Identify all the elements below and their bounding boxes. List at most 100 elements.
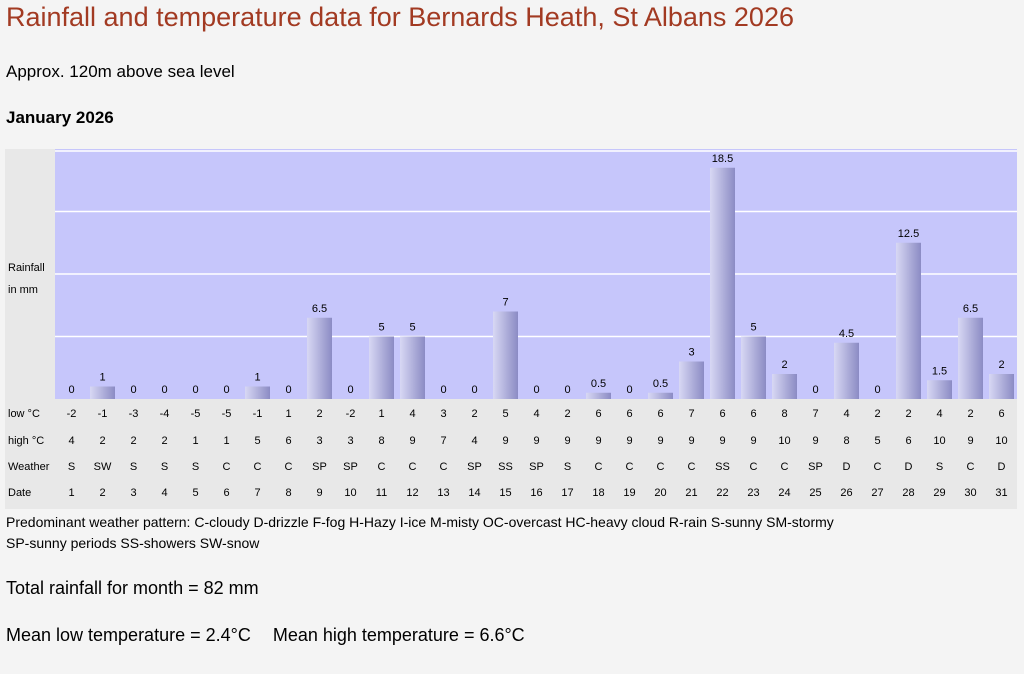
- high-temp-cell: 4: [471, 435, 478, 447]
- weather-cell: C: [222, 461, 231, 473]
- weather-cell: C: [253, 461, 262, 473]
- low-temp-cell: -4: [159, 408, 170, 420]
- date-cell: 30: [964, 487, 977, 499]
- high-temp-cell: 9: [750, 435, 757, 447]
- low-temp-cell: 2: [471, 408, 478, 420]
- rainfall-bar: [896, 242, 921, 399]
- weather-cell: S: [563, 461, 572, 473]
- weather-cell: SP: [529, 461, 544, 473]
- rainfall-bar: [927, 380, 952, 399]
- date-cell: 24: [778, 487, 791, 499]
- bar-value-label: 5: [378, 322, 384, 334]
- bar-value-label: 5: [750, 322, 756, 334]
- low-temp-cell: 2: [905, 408, 912, 420]
- weather-cell: SP: [808, 461, 823, 473]
- high-temp-cell: 2: [161, 435, 168, 447]
- bar-value-label: 0.5: [653, 378, 668, 390]
- bar-value-label: 7: [502, 297, 508, 309]
- weather-cell: S: [191, 461, 200, 473]
- high-temp-cell: 5: [254, 435, 261, 447]
- bar-value-label: 0: [533, 384, 539, 396]
- low-temp-cell: 7: [812, 408, 819, 420]
- rainfall-bar: [710, 167, 735, 399]
- high-temp-cell: 9: [967, 435, 974, 447]
- rainfall-chart: Rainfall in mm 0 1 0 0 0 0 1 0 6.5 0 5 5 0 0 7 0 0 0.5 0 0.…: [5, 149, 1017, 509]
- weather-cell: C: [749, 461, 758, 473]
- high-temp-cell: 9: [812, 435, 819, 447]
- low-temp-cell: -1: [97, 408, 108, 420]
- weather-cell: C: [780, 461, 789, 473]
- bar-value-label: 0: [471, 384, 477, 396]
- low-temp-cell: 6: [719, 408, 726, 420]
- bar-value-label: 0: [192, 384, 198, 396]
- bar-value-label: 5: [409, 322, 415, 334]
- high-temp-cell: 10: [778, 435, 791, 447]
- high-temp-cell: 9: [564, 435, 571, 447]
- weather-legend: Predominant weather pattern: C-cloudy D-…: [6, 512, 1006, 554]
- weather-cell: D: [997, 461, 1006, 473]
- low-temp-cell: 2: [967, 408, 974, 420]
- rainfall-bar: [493, 311, 518, 399]
- weather-cell: SW: [93, 461, 112, 473]
- bar-value-label: 0: [626, 384, 632, 396]
- date-cell: 11: [375, 487, 388, 499]
- high-temp-cell: 3: [347, 435, 354, 447]
- date-cell: 10: [344, 487, 357, 499]
- high-temp-cell: 9: [502, 435, 509, 447]
- date-cell: 2: [99, 487, 106, 499]
- low-temp-cell: -2: [66, 408, 77, 420]
- weather-cell: C: [656, 461, 665, 473]
- date-cell: 1: [68, 487, 75, 499]
- rainfall-bar: [400, 336, 425, 399]
- high-temp-cell: 1: [192, 435, 199, 447]
- rainfall-bar: [90, 386, 115, 399]
- low-temp-cell: 3: [440, 408, 447, 420]
- low-temp-cell: 4: [843, 408, 850, 420]
- bar-value-label: 6.5: [312, 303, 327, 315]
- row-label-weather: Weather: [8, 461, 50, 473]
- date-cell: 15: [499, 487, 512, 499]
- rainfall-bar: [245, 386, 270, 399]
- mean-high-temperature: Mean high temperature = 6.6°C: [272, 625, 525, 645]
- date-cell: 31: [995, 487, 1008, 499]
- total-rainfall: Total rainfall for month = 82 mm: [6, 578, 259, 598]
- weather-cell: C: [625, 461, 634, 473]
- high-temp-cell: 9: [409, 435, 416, 447]
- row-label-low: low °C: [8, 408, 40, 420]
- bar-value-label: 6.5: [963, 303, 978, 315]
- date-cell: 8: [285, 487, 292, 499]
- date-cell: 20: [654, 487, 667, 499]
- date-cell: 27: [871, 487, 884, 499]
- date-cell: 22: [716, 487, 729, 499]
- date-cell: 7: [254, 487, 261, 499]
- low-temp-cell: -1: [252, 408, 263, 420]
- weather-cell: D: [904, 461, 913, 473]
- bar-value-label: 1: [254, 372, 260, 384]
- date-cell: 12: [406, 487, 419, 499]
- weather-cell: D: [842, 461, 851, 473]
- bar-value-label: 4.5: [839, 328, 854, 340]
- bar-value-label: 0: [285, 384, 291, 396]
- row-label-date: Date: [8, 487, 32, 499]
- bar-value-label: 0: [130, 384, 136, 396]
- low-temp-cell: 6: [626, 408, 633, 420]
- bar-value-label: 1.5: [932, 365, 947, 377]
- low-temp-cell: 6: [595, 408, 602, 420]
- low-temp-cell: 4: [409, 408, 416, 420]
- mean-low-temperature: Mean low temperature = 2.4°C: [6, 625, 251, 645]
- high-temp-cell: 2: [99, 435, 106, 447]
- bar-value-label: 0: [812, 384, 818, 396]
- weather-cell: SS: [715, 461, 730, 473]
- y-axis-label-line1: Rainfall: [8, 262, 45, 274]
- bar-value-label: 0.5: [591, 378, 606, 390]
- low-temp-cell: 8: [781, 408, 788, 420]
- rainfall-bar: [307, 317, 332, 399]
- weather-cell: C: [439, 461, 448, 473]
- bar-value-label: 1: [99, 372, 105, 384]
- high-temp-cell: 8: [843, 435, 850, 447]
- bar-value-label: 0: [564, 384, 570, 396]
- low-temp-cell: 6: [750, 408, 757, 420]
- date-cell: 13: [437, 487, 450, 499]
- weather-cell: SP: [312, 461, 327, 473]
- high-temp-cell: 9: [595, 435, 602, 447]
